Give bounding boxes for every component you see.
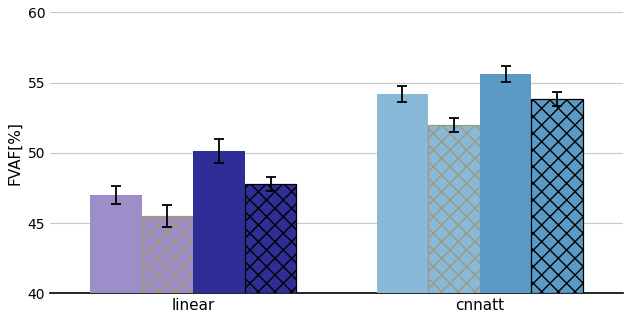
Bar: [90, 195, 142, 293]
Bar: [377, 94, 428, 293]
Bar: [193, 151, 245, 293]
Bar: [480, 74, 531, 293]
Bar: [245, 184, 296, 293]
Bar: [428, 125, 480, 293]
Bar: [531, 100, 583, 293]
Bar: [142, 216, 193, 293]
Y-axis label: FVAF[%]: FVAF[%]: [7, 121, 22, 185]
